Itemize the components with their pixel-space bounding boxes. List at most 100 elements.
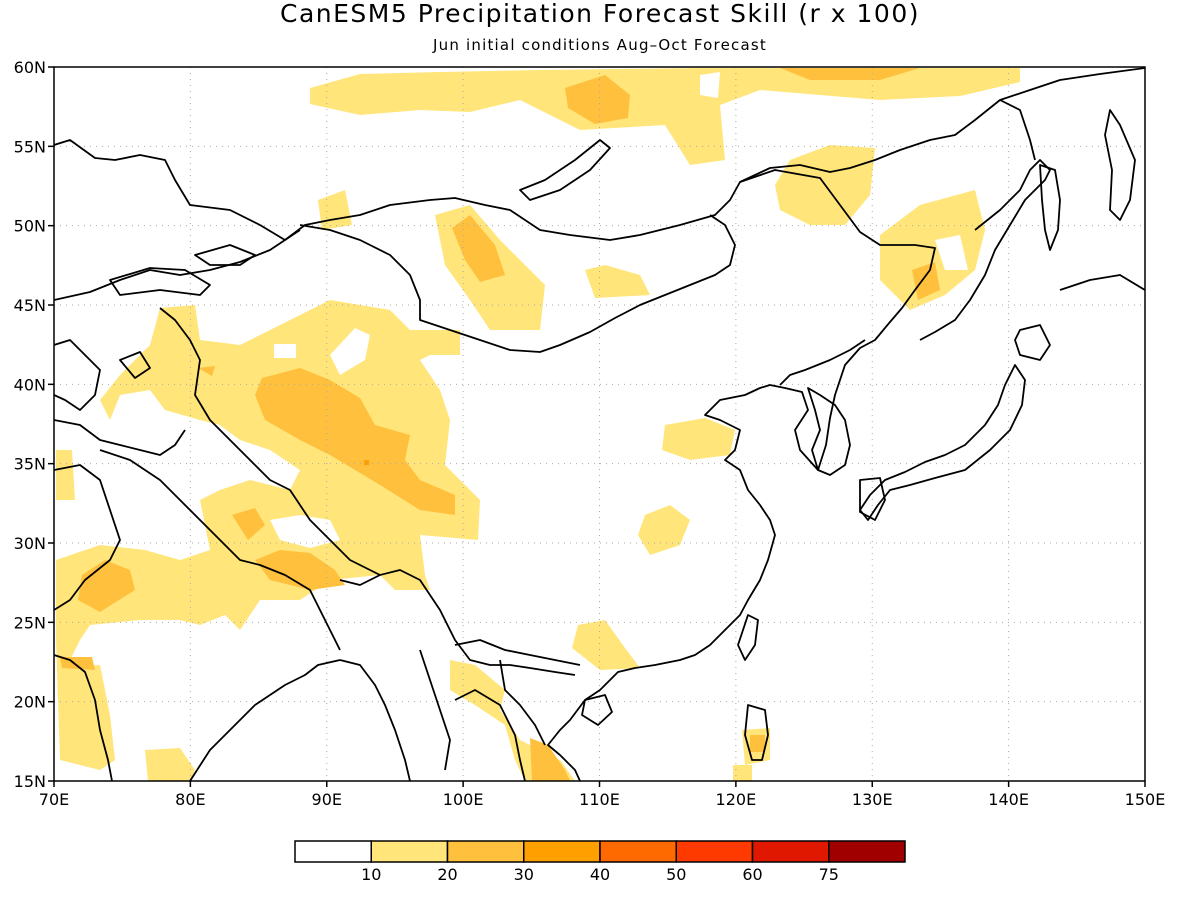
lat-tick-label: 20N: [14, 693, 46, 712]
bay-of-bengal-south: [145, 748, 195, 781]
korea: [807, 387, 851, 476]
india-east-coast: [189, 659, 341, 781]
colorbar-swatch: [751, 840, 830, 863]
sri-lanka-band: [198, 366, 215, 376]
colorbar-label: 75: [819, 865, 839, 884]
central-china: [638, 505, 690, 555]
mongolia-east: [585, 265, 650, 298]
lon-tick-label: 130E: [852, 790, 893, 809]
vietnam-laos-border: [499, 659, 546, 746]
sea-of-okhotsk-coast: [919, 159, 1051, 341]
amur-mouth: [912, 262, 940, 300]
himalaya-south: [232, 508, 265, 540]
india-west: [56, 450, 75, 500]
colorbar-swatch: [828, 840, 906, 863]
balkhash: [194, 244, 256, 266]
lat-tick-label: 25N: [14, 613, 46, 632]
china-vietnam-border: [454, 639, 581, 666]
lon-axis: 70E 80E 90E 100E 110E 120E 130E 140E 150E: [39, 781, 1166, 809]
pakistan-border: [54, 464, 121, 611]
colorbar-swatch: [370, 840, 449, 863]
lon-tick-label: 150E: [1125, 790, 1166, 809]
lon-tick-label: 100E: [443, 790, 484, 809]
kazakh-russia-border: [54, 229, 301, 301]
colorbar-label: 10: [361, 865, 381, 884]
sakhalin: [1039, 164, 1061, 251]
colorbar-label: 30: [514, 865, 534, 884]
aral: [119, 351, 151, 379]
nepal-belt: [255, 550, 345, 590]
lon-tick-label: 110E: [579, 790, 620, 809]
bangladesh-burma-coast: [339, 659, 411, 781]
lon-tick-label: 140E: [988, 790, 1029, 809]
lat-tick-label: 50N: [14, 217, 46, 236]
tibet-max: [364, 460, 369, 465]
lake-baikal-west: [565, 75, 630, 124]
tarim-tibet-plateau: [56, 300, 480, 770]
caspian-north: [109, 267, 211, 296]
colorbar-label: 40: [590, 865, 610, 884]
indochina: [450, 660, 575, 781]
kamchatka-coast: [999, 99, 1036, 161]
colorbar-swatch: [294, 840, 372, 863]
indochina-core: [530, 738, 570, 781]
india-coast: [54, 654, 113, 781]
lon-tick-label: 70E: [39, 790, 69, 809]
kuril-chain: [1059, 274, 1145, 291]
chart-subtitle: Jun initial conditions Aug–Oct Forecast: [432, 36, 767, 54]
colorbar-swatch: [523, 840, 601, 863]
central-asia-borders: [54, 419, 186, 456]
asia-coast-north: [54, 139, 936, 781]
skill-holes: [110, 72, 968, 548]
lat-tick-label: 60N: [14, 58, 46, 77]
japan-hokkaido: [1014, 324, 1051, 361]
gridlines: [54, 67, 1145, 781]
lat-tick-label: 40N: [14, 375, 46, 394]
skill-shading: [56, 68, 1020, 781]
sea-of-japan-coast: [880, 190, 985, 310]
colorbar-swatch: [446, 840, 525, 863]
tibet-core: [255, 368, 455, 515]
map-panel: [53, 66, 1146, 782]
colorbar-swatch: [675, 840, 754, 863]
colorbar-label: 50: [666, 865, 686, 884]
hainan: [581, 694, 613, 726]
lat-tick-label: 15N: [14, 772, 46, 791]
skill-level-30-40: [364, 460, 369, 465]
shandong: [662, 418, 735, 460]
lat-axis: 15N 20N 25N 30N 35N 40N 45N 50N 55N 60N: [14, 58, 54, 791]
colorbar-swatch: [599, 840, 677, 863]
south-china: [572, 620, 640, 670]
colorbar: 10 20 30 40 50 60 75: [294, 840, 906, 884]
luzon-core: [750, 735, 765, 752]
lat-tick-label: 35N: [14, 455, 46, 474]
arabian-sea-west-india: [78, 560, 135, 612]
mongolia-central: [452, 215, 505, 282]
colorbar-label: 20: [437, 865, 457, 884]
lon-tick-label: 90E: [312, 790, 342, 809]
caspian: [54, 339, 101, 411]
chart-title: CanESM5 Precipitation Forecast Skill (r …: [280, 0, 920, 28]
skill-level-20-30: [60, 68, 940, 781]
russia-east-coast: [739, 67, 1145, 183]
lon-tick-label: 120E: [716, 790, 757, 809]
luzon: [744, 704, 769, 761]
lat-tick-label: 30N: [14, 534, 46, 553]
kamchatka: [1104, 109, 1136, 221]
china-west-border: [159, 307, 381, 576]
japan-kyushu: [859, 477, 886, 521]
lon-tick-label: 80E: [175, 790, 205, 809]
north-siberia-band: [310, 68, 1020, 165]
malay-coast: [454, 689, 526, 781]
india-north-border: [99, 449, 341, 651]
siberia-north-east: [780, 68, 920, 80]
lat-tick-label: 55N: [14, 137, 46, 156]
philippines-south: [733, 765, 752, 781]
lake-baikal: [519, 139, 611, 201]
china-korea-border: [779, 339, 866, 386]
taiwan: [737, 614, 759, 661]
coastlines: [54, 67, 1145, 781]
colorbar-label: 60: [742, 865, 762, 884]
mongolia-border: [299, 214, 736, 353]
